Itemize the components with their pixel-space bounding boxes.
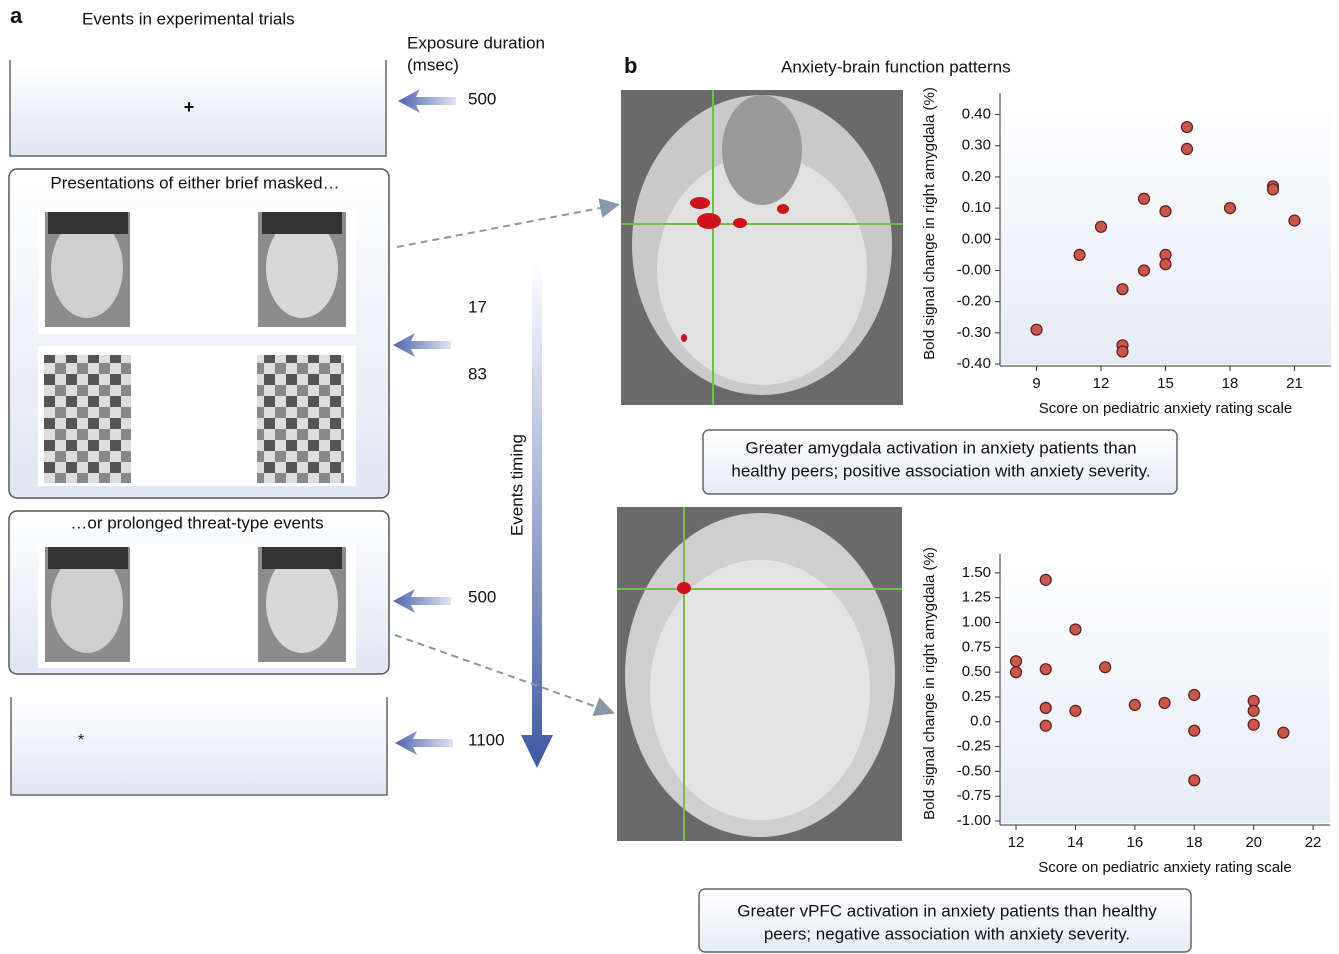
data-point bbox=[1070, 705, 1081, 716]
panel-title: Events in experimental trials bbox=[82, 9, 295, 28]
mask-image bbox=[44, 355, 131, 483]
brain-scan bbox=[621, 90, 903, 405]
brain-scan bbox=[617, 507, 902, 841]
data-point bbox=[1070, 624, 1081, 635]
duration-value: 83 bbox=[468, 364, 487, 383]
duration-value: 17 bbox=[468, 297, 487, 316]
x-axis-label: Score on pediatric anxiety rating scale bbox=[1039, 400, 1292, 417]
duration-value: 500 bbox=[468, 89, 496, 108]
panel-label: b bbox=[624, 53, 637, 78]
data-point bbox=[1040, 702, 1051, 713]
y-tick-label: 0.10 bbox=[962, 199, 991, 216]
data-point bbox=[1031, 324, 1042, 335]
caption: Greater amygdala activation in anxiety p… bbox=[745, 438, 1136, 457]
y-tick-label: -0.25 bbox=[957, 738, 991, 755]
x-tick-label: 9 bbox=[1032, 375, 1040, 392]
data-point bbox=[1160, 259, 1171, 270]
plot-area bbox=[1000, 554, 1330, 823]
data-point bbox=[1267, 184, 1278, 195]
fixation-frame bbox=[10, 60, 386, 156]
x-tick-label: 12 bbox=[1008, 834, 1025, 851]
link-arrow bbox=[397, 205, 616, 247]
x-tick-label: 14 bbox=[1067, 834, 1084, 851]
data-point bbox=[1040, 664, 1051, 675]
data-point bbox=[1096, 221, 1107, 232]
duration-header: (msec) bbox=[407, 55, 459, 74]
duration-value: 500 bbox=[468, 587, 496, 606]
caption: peers; negative association with anxiety… bbox=[764, 924, 1130, 943]
fixation-cross: + bbox=[184, 97, 195, 117]
page: {"panel_a": {"label": "a", "title": "Eve… bbox=[0, 0, 1339, 954]
data-point bbox=[1278, 727, 1289, 738]
x-tick-label: 18 bbox=[1186, 834, 1203, 851]
data-point bbox=[1139, 265, 1150, 276]
y-tick-label: 0.0 bbox=[970, 713, 991, 730]
data-point bbox=[1189, 775, 1200, 786]
data-point bbox=[1100, 662, 1111, 673]
data-point bbox=[1139, 193, 1150, 204]
y-tick-label: 0.40 bbox=[962, 106, 991, 123]
y-tick-label: 1.50 bbox=[962, 564, 991, 581]
y-tick-label: -1.00 bbox=[957, 812, 991, 829]
panel-title: Anxiety-brain function patterns bbox=[781, 57, 1011, 76]
data-point bbox=[1189, 689, 1200, 700]
y-axis-label: Bold signal change in right amygdala (%) bbox=[921, 87, 938, 360]
data-point bbox=[1074, 249, 1085, 260]
data-point bbox=[1181, 122, 1192, 133]
mask-image bbox=[257, 355, 344, 483]
link-arrow bbox=[395, 635, 611, 712]
y-tick-label: -0.75 bbox=[957, 787, 991, 804]
prolonged-header: …or prolonged threat-type events bbox=[70, 513, 323, 532]
x-tick-label: 20 bbox=[1245, 834, 1262, 851]
y-axis-label: Bold signal change in right amygdala (%) bbox=[921, 547, 938, 820]
data-point bbox=[1011, 667, 1022, 678]
caption: healthy peers; positive association with… bbox=[731, 461, 1150, 480]
duration-value: 1100 bbox=[468, 730, 505, 749]
x-tick-label: 12 bbox=[1093, 375, 1110, 392]
plot-area bbox=[1000, 93, 1331, 364]
y-tick-label: 1.25 bbox=[962, 589, 991, 606]
y-tick-label: -0.20 bbox=[957, 293, 991, 310]
data-point bbox=[1040, 720, 1051, 731]
data-point bbox=[1129, 699, 1140, 710]
y-tick-label: -0.40 bbox=[957, 355, 991, 372]
data-point bbox=[1248, 705, 1259, 716]
data-point bbox=[1181, 143, 1192, 154]
data-point bbox=[1224, 203, 1235, 214]
x-tick-label: 18 bbox=[1222, 375, 1239, 392]
data-point bbox=[1117, 346, 1128, 357]
panel-label: a bbox=[10, 3, 23, 28]
y-tick-label: -0.50 bbox=[957, 762, 991, 779]
x-tick-label: 16 bbox=[1127, 834, 1144, 851]
y-tick-label: 0.75 bbox=[962, 638, 991, 655]
y-tick-label: 0.25 bbox=[962, 688, 991, 705]
figure: a Events in experimental trials Exposure… bbox=[0, 0, 1339, 954]
y-tick-label: 0.20 bbox=[962, 168, 991, 185]
data-point bbox=[1189, 725, 1200, 736]
y-tick-label: -0.00 bbox=[957, 261, 991, 278]
data-point bbox=[1117, 284, 1128, 295]
brief-header: Presentations of either brief masked… bbox=[50, 173, 339, 192]
data-point bbox=[1159, 697, 1170, 708]
data-point bbox=[1160, 206, 1171, 217]
caption: Greater vPFC activation in anxiety patie… bbox=[737, 901, 1157, 920]
y-tick-label: -0.30 bbox=[957, 324, 991, 341]
duration-arrows bbox=[393, 89, 456, 755]
x-tick-label: 22 bbox=[1305, 834, 1322, 851]
data-point bbox=[1040, 574, 1051, 585]
data-point bbox=[1289, 215, 1300, 226]
probe-star: * bbox=[78, 732, 84, 749]
y-tick-label: 0.00 bbox=[962, 230, 991, 247]
duration-header: Exposure duration bbox=[407, 33, 545, 52]
x-tick-label: 15 bbox=[1157, 375, 1174, 392]
x-tick-label: 21 bbox=[1286, 375, 1303, 392]
x-axis-label: Score on pediatric anxiety rating scale bbox=[1038, 859, 1291, 876]
timing-label: Events timing bbox=[507, 434, 526, 536]
y-tick-label: 0.30 bbox=[962, 137, 991, 154]
probe-frame bbox=[11, 697, 387, 795]
data-point bbox=[1248, 719, 1259, 730]
data-point bbox=[1011, 656, 1022, 667]
y-tick-label: 0.50 bbox=[962, 663, 991, 680]
y-tick-label: 1.00 bbox=[962, 613, 991, 630]
